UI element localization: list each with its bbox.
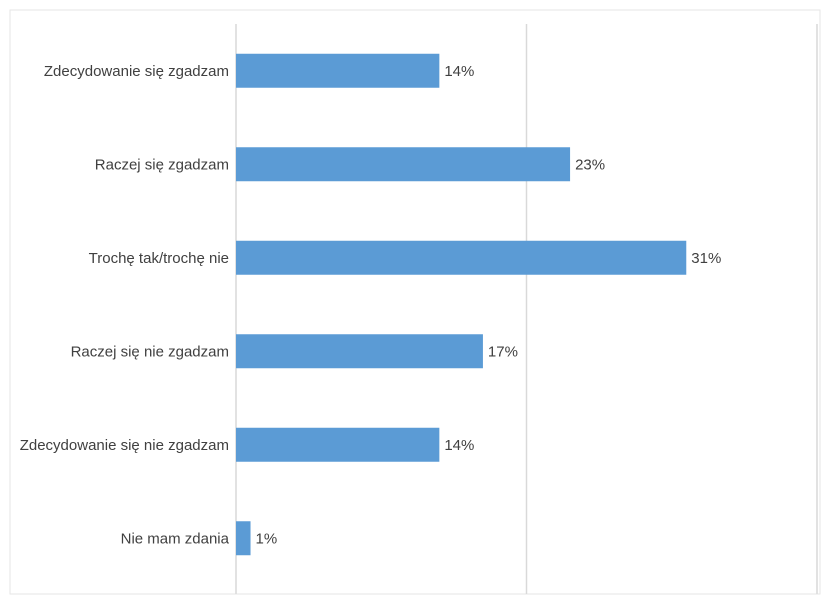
value-label-4: 14% (444, 437, 474, 454)
plot-frame (9, 9, 821, 595)
value-label-5: 1% (256, 530, 278, 547)
bar-1 (236, 147, 571, 182)
category-label-2: Trochę tak/trochę nie (89, 250, 229, 267)
bar-2 (236, 240, 687, 275)
bar-0 (236, 53, 440, 88)
value-label-2: 31% (691, 250, 721, 267)
value-label-0: 14% (444, 63, 474, 80)
category-label-3: Raczej się nie zgadzam (71, 343, 229, 360)
category-label-0: Zdecydowanie się zgadzam (44, 63, 229, 80)
category-labels: Zdecydowanie się zgadzam Raczej się zgadz… (20, 63, 230, 548)
value-labels: 14% 23% 31% 17% 14% 1% (256, 63, 722, 548)
value-label-3: 17% (488, 343, 518, 360)
category-label-5: Nie mam zdania (121, 530, 230, 547)
value-label-1: 23% (575, 156, 605, 173)
bar-5 (236, 521, 251, 556)
gridlines (235, 24, 818, 594)
category-label-1: Raczej się zgadzam (95, 156, 229, 173)
bar-4 (236, 427, 440, 462)
bars (236, 53, 687, 556)
bar-3 (236, 334, 483, 369)
category-label-4: Zdecydowanie się nie zgadzam (20, 437, 229, 454)
